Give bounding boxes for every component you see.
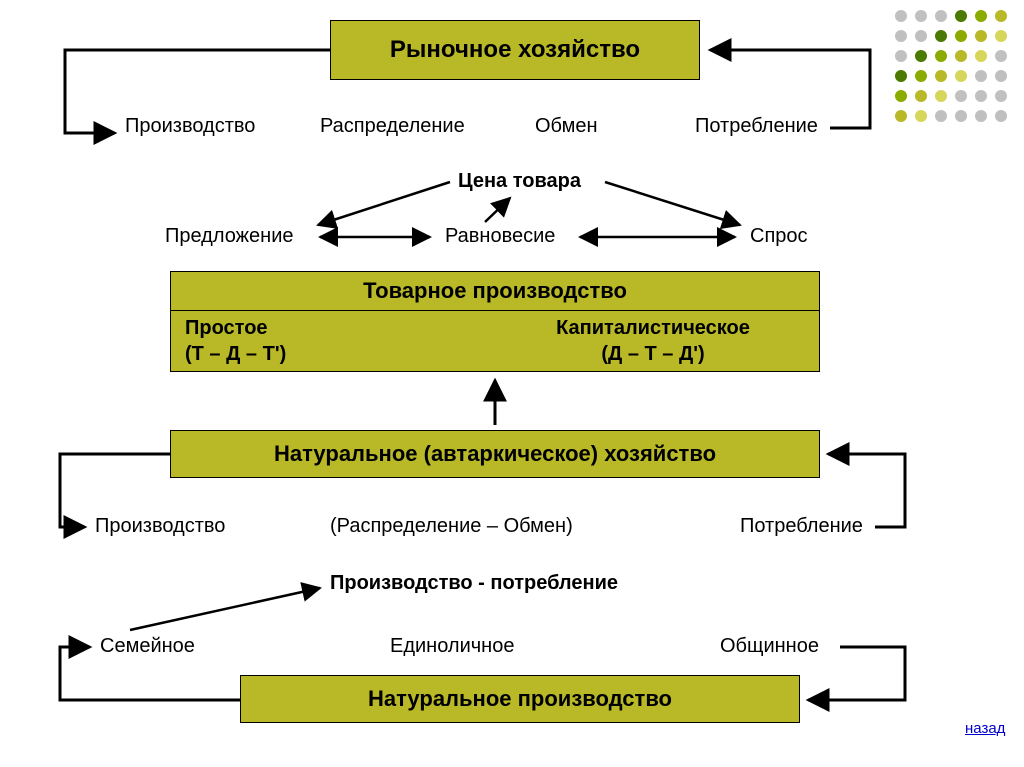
label-row3-1: (Распределение – Обмен)	[330, 515, 573, 538]
box-natural-prod-label: Натуральное производство	[368, 685, 672, 713]
box-commodity-header: Товарное производство	[170, 271, 820, 311]
theme-dot	[935, 30, 947, 42]
theme-dot	[995, 10, 1007, 22]
commodity-capital-line1: Капиталистическое	[556, 315, 750, 341]
theme-dot	[995, 50, 1007, 62]
theme-dot	[975, 30, 987, 42]
theme-dot	[935, 50, 947, 62]
theme-dot	[955, 90, 967, 102]
label-row2-2: Спрос	[750, 225, 808, 248]
commodity-capital: Капиталистическое (Д – Т – Д')	[497, 311, 819, 371]
theme-dot	[935, 10, 947, 22]
theme-dot	[895, 90, 907, 102]
theme-dot	[955, 30, 967, 42]
commodity-capital-line2: (Д – Т – Д')	[601, 341, 704, 367]
label-row3-0: Производство	[95, 515, 225, 538]
label-price: Цена товара	[458, 170, 581, 193]
theme-dot	[915, 50, 927, 62]
theme-dot	[915, 70, 927, 82]
label-row1-3: Потребление	[695, 115, 818, 138]
label-row1-0: Производство	[125, 115, 255, 138]
theme-dot	[955, 110, 967, 122]
theme-dot	[955, 70, 967, 82]
theme-dot	[995, 90, 1007, 102]
commodity-simple-line2: (Т – Д – Т')	[185, 341, 286, 367]
theme-dot	[995, 70, 1007, 82]
theme-dot	[955, 10, 967, 22]
theme-dot	[915, 30, 927, 42]
box-natural-economy: Натуральное (автаркическое) хозяйство	[170, 430, 820, 478]
label-row1-1: Распределение	[320, 115, 465, 138]
label-row3-2: Потребление	[740, 515, 863, 538]
box-natural-production: Натуральное производство	[240, 675, 800, 723]
theme-dot	[935, 70, 947, 82]
commodity-simple-line1: Простое	[185, 315, 268, 341]
theme-dot	[955, 50, 967, 62]
theme-dot	[895, 70, 907, 82]
box-commodity-sub: Простое (Т – Д – Т') Капиталистическое (…	[170, 310, 820, 372]
box-commodity-header-label: Товарное производство	[363, 277, 627, 305]
label-row2-0: Предложение	[165, 225, 294, 248]
theme-dot	[895, 30, 907, 42]
theme-dot	[975, 50, 987, 62]
label-row4-1: Единоличное	[390, 635, 514, 658]
theme-dot	[975, 90, 987, 102]
theme-dot	[935, 90, 947, 102]
label-row2-1: Равновесие	[445, 225, 555, 248]
diagram-stage: Рыночное хозяйство Производство Распреде…	[0, 0, 1024, 767]
theme-dot	[975, 70, 987, 82]
theme-dot	[915, 10, 927, 22]
theme-dot	[995, 110, 1007, 122]
label-row4-0: Семейное	[100, 635, 195, 658]
theme-dot	[895, 50, 907, 62]
theme-dot	[975, 10, 987, 22]
back-link[interactable]: назад	[965, 720, 1005, 737]
theme-dot	[915, 110, 927, 122]
theme-dot	[895, 10, 907, 22]
box-market-economy: Рыночное хозяйство	[330, 20, 700, 80]
theme-dot	[975, 110, 987, 122]
theme-dot	[895, 110, 907, 122]
label-row1-2: Обмен	[535, 115, 598, 138]
theme-dot	[915, 90, 927, 102]
commodity-simple: Простое (Т – Д – Т')	[171, 311, 497, 371]
box-natural-economy-label: Натуральное (автаркическое) хозяйство	[274, 440, 716, 468]
theme-dot	[995, 30, 1007, 42]
box-market-label: Рыночное хозяйство	[390, 35, 640, 65]
label-row4-2: Общинное	[720, 635, 819, 658]
label-prod-potr: Производство - потребление	[330, 572, 618, 595]
theme-dot	[935, 110, 947, 122]
